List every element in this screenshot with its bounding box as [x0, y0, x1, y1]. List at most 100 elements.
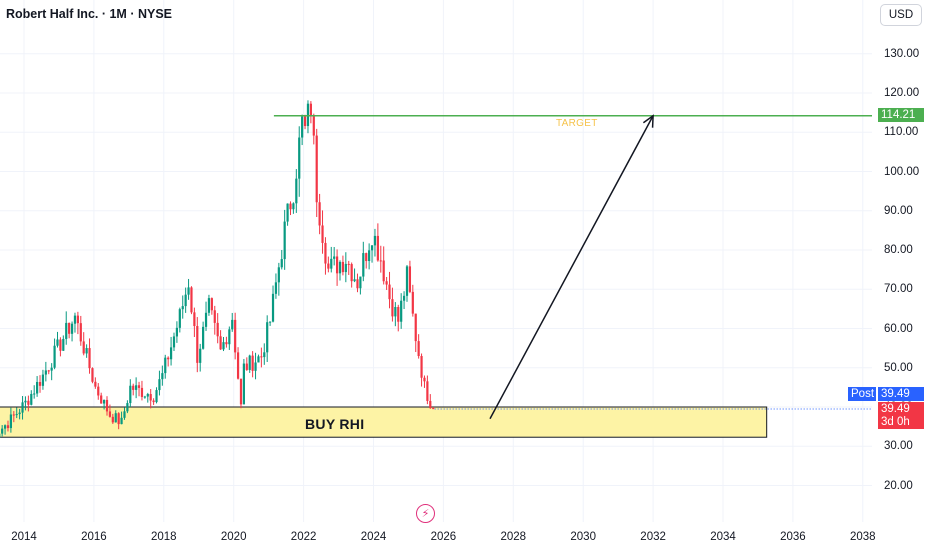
candle-body	[271, 293, 275, 322]
y-axis-tick-label: 90.00	[884, 204, 913, 217]
candle-body	[327, 263, 330, 269]
y-axis-tick-label: 30.00	[884, 440, 913, 453]
y-axis-tick-label: 130.00	[884, 47, 920, 60]
candle-body	[161, 373, 164, 380]
x-axis-tick-label: 2032	[640, 531, 666, 543]
x-axis-tick-label: 2024	[360, 531, 387, 543]
candle-body	[6, 425, 10, 429]
candle-body	[239, 378, 243, 405]
candle-body	[210, 298, 213, 311]
candle-body	[102, 399, 106, 404]
candle-body	[268, 321, 272, 323]
candle-body	[335, 256, 339, 274]
candle-body	[97, 386, 100, 396]
candle-body	[111, 416, 114, 423]
candle-body	[204, 312, 208, 327]
y-axis-tick-label: 100.00	[884, 165, 920, 178]
candle-body	[225, 342, 228, 345]
candle-body	[402, 295, 406, 301]
candle-body	[68, 322, 71, 334]
candle-body	[38, 381, 42, 386]
candle-body	[324, 242, 327, 264]
candle-body	[202, 326, 205, 349]
candle-body	[303, 116, 307, 127]
candle-body	[3, 425, 7, 429]
candle-body	[35, 381, 39, 394]
symbol-title: Robert Half Inc. · 1M · NYSE	[6, 7, 172, 21]
candle-body	[309, 103, 312, 116]
candle-body	[44, 370, 47, 375]
candle-body	[292, 203, 295, 210]
candle-body	[228, 329, 231, 345]
candle-body	[251, 355, 254, 371]
candle-body	[24, 400, 27, 403]
candle-body	[426, 381, 429, 401]
candle-body	[73, 315, 77, 324]
candle-body	[298, 137, 301, 179]
candle-body	[338, 261, 342, 274]
buy-zone-annotation: BUY RHI	[305, 416, 365, 432]
x-axis-tick-label: 2038	[850, 531, 876, 543]
candle-body	[85, 348, 88, 354]
candle-body	[56, 339, 59, 346]
candle-body	[15, 414, 18, 416]
candle-body	[137, 385, 141, 388]
candle-body	[234, 319, 237, 353]
y-axis-tick-label: 20.00	[884, 479, 913, 492]
candle-body	[193, 312, 196, 327]
candle-body	[231, 319, 234, 330]
candle-body	[181, 306, 184, 310]
candle-body	[79, 323, 82, 342]
candle-body	[266, 322, 269, 353]
candle-body	[382, 260, 385, 282]
last-price-tag: 39.49	[878, 402, 924, 416]
x-axis-tick-label: 2034	[710, 531, 736, 543]
candle-body	[394, 307, 397, 317]
candle-body	[263, 352, 266, 358]
candle-body	[155, 390, 158, 403]
candle-body	[207, 298, 211, 313]
currency-button[interactable]: USD	[880, 4, 922, 26]
candle-body	[257, 356, 260, 363]
candle-body	[53, 345, 56, 368]
candle-body	[356, 279, 359, 289]
candle-body	[70, 323, 74, 334]
x-axis-tick-label: 2016	[81, 531, 107, 543]
candle-body	[376, 235, 379, 261]
candle-body	[50, 367, 53, 371]
candle-body	[359, 276, 362, 289]
candle-body	[143, 396, 146, 398]
candle-body	[280, 259, 283, 268]
candle-body	[219, 336, 222, 350]
x-axis-tick-label: 2014	[11, 531, 37, 543]
candle-body	[330, 258, 333, 269]
candle-body	[216, 322, 219, 337]
target-annotation: TARGET	[556, 118, 598, 129]
y-axis-tick-label: 120.00	[884, 87, 920, 99]
x-axis-tick-label: 2022	[290, 531, 317, 543]
candle-body	[341, 261, 345, 273]
candle-body	[420, 356, 423, 378]
candle-body	[108, 411, 112, 417]
candle-body	[158, 379, 161, 391]
candle-body	[62, 338, 65, 351]
lightning-icon[interactable]: ⚡	[416, 504, 435, 523]
candle-body	[408, 266, 412, 292]
x-axis-tick-label: 2020	[220, 531, 247, 543]
candle-body	[94, 381, 97, 387]
candle-body	[289, 203, 292, 210]
candle-body	[295, 178, 298, 204]
x-axis-tick-label: 2018	[151, 531, 177, 543]
candle-body	[429, 400, 432, 409]
candle-body	[33, 393, 36, 395]
candle-body	[306, 103, 310, 127]
candle-body	[379, 260, 382, 262]
candle-body	[350, 264, 353, 282]
candle-body	[167, 357, 170, 360]
y-axis-tick-label: 70.00	[884, 283, 913, 296]
candle-body	[140, 387, 144, 397]
x-axis-tick-label: 2030	[570, 531, 596, 543]
candle-body	[391, 299, 394, 317]
candle-body	[248, 355, 251, 370]
